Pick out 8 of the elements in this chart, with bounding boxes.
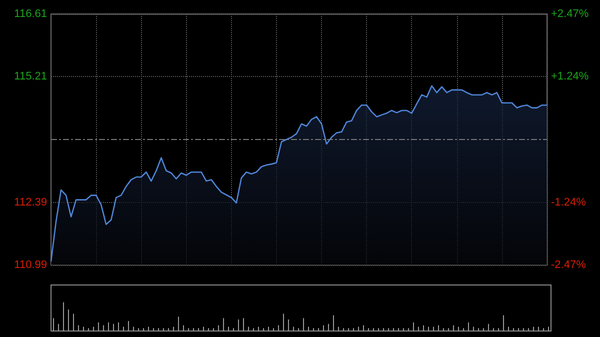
y-tick-label: 116.61 bbox=[14, 8, 47, 20]
y-tick-label: 110.99 bbox=[14, 259, 47, 271]
y2-tick-label: -2.47% bbox=[551, 259, 586, 271]
y-tick-label: 115.21 bbox=[14, 70, 47, 83]
y2-tick-label: -1.24% bbox=[551, 196, 586, 209]
y-tick-label: 112.39 bbox=[14, 196, 47, 208]
y2-tick-label: +2.47% bbox=[551, 8, 589, 20]
y2-tick-label: +1.24% bbox=[551, 70, 589, 82]
